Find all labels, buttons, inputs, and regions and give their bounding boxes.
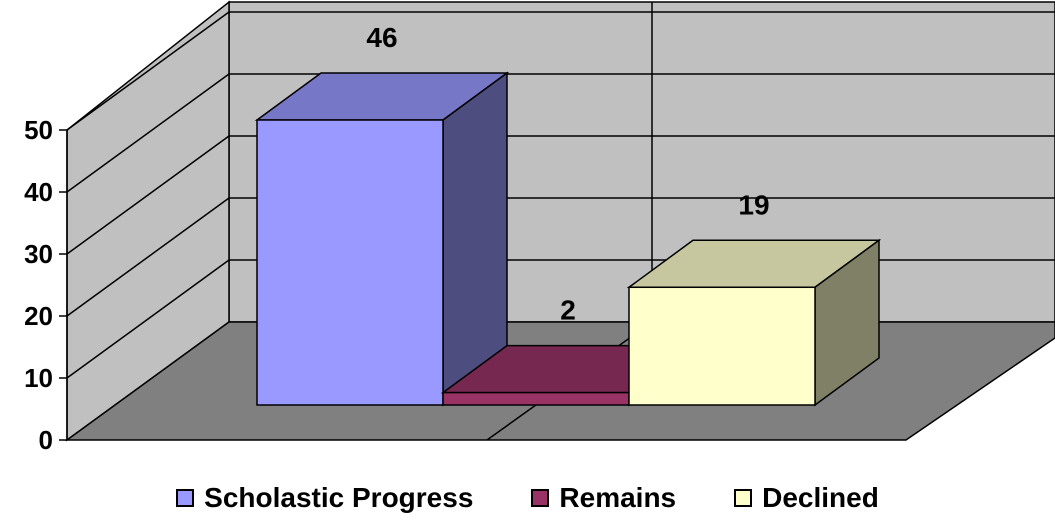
bar-declined — [626, 238, 882, 407]
data-label: 46 — [366, 22, 397, 53]
y-tick-label: 30 — [24, 239, 53, 269]
gridline-side — [66, 135, 230, 255]
legend-item-declined: Declined — [734, 484, 879, 512]
legend-swatch — [734, 489, 753, 507]
y-tick-label: 0 — [39, 425, 53, 455]
y-axis-ticks: 0 10 20 30 40 50 — [24, 115, 68, 455]
legend-label: Scholastic Progress — [204, 482, 474, 513]
y-tick-label: 40 — [24, 177, 53, 207]
gridline-side — [66, 11, 230, 131]
legend-swatch — [531, 489, 550, 507]
data-labels: 46 2 19 — [366, 22, 769, 326]
y-tick-label: 10 — [24, 363, 53, 393]
legend-item-remains: Remains — [531, 484, 676, 512]
bar-front — [256, 119, 444, 406]
chart-legend: Scholastic Progress Remains Declined — [0, 478, 1055, 518]
legend-swatch — [176, 489, 195, 507]
gridline-side — [66, 259, 230, 379]
data-label: 2 — [560, 295, 576, 326]
bar-front — [628, 286, 816, 406]
data-label: 19 — [738, 189, 769, 220]
chart-bars — [254, 71, 882, 407]
legend-label: Declined — [762, 482, 879, 513]
gridline-side — [66, 73, 230, 193]
legend-item-scholastic-progress: Scholastic Progress — [176, 484, 473, 512]
gridline-side — [66, 197, 230, 317]
y-tick-label: 20 — [24, 301, 53, 331]
y-tick-label: 50 — [24, 115, 53, 145]
legend-label: Remains — [559, 482, 677, 513]
bar-front — [442, 391, 630, 406]
bar-chart-3d: 0 10 20 30 40 50 46 2 19 — [24, 0, 1055, 455]
bar-scholastic-progress — [254, 71, 510, 407]
